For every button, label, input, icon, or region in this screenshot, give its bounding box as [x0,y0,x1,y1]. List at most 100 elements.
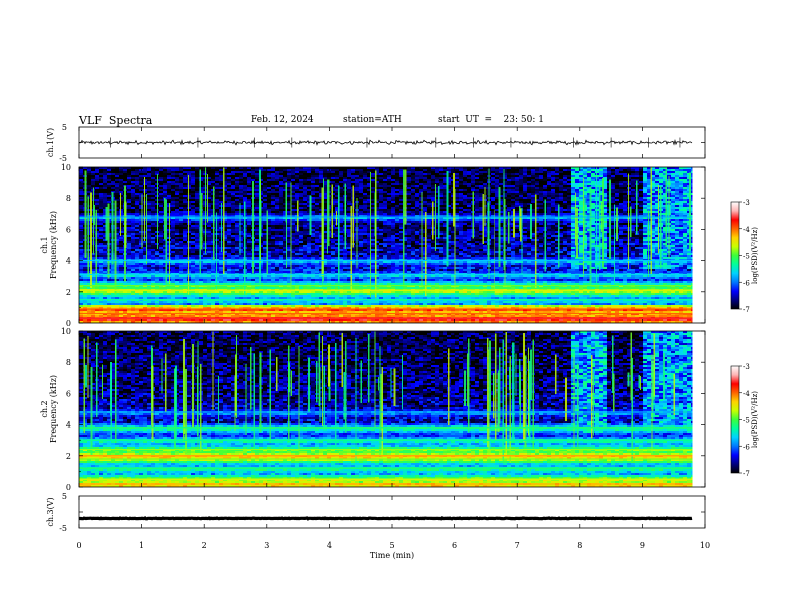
heatmap-cell [147,301,151,303]
heatmap-cell [299,181,303,183]
heatmap-cell [291,169,295,171]
heatmap-cell [143,293,147,295]
heatmap-cell [167,183,171,185]
heatmap-cell [211,175,215,177]
heatmap-cell [135,311,139,313]
heatmap-cell [107,297,111,299]
heatmap-cell [183,213,187,215]
heatmap-cell [319,183,323,185]
heatmap-cell [279,239,283,241]
heatmap-cell [227,177,231,179]
heatmap-cell [311,193,315,195]
heatmap-cell [275,261,279,263]
heatmap-cell [227,181,231,183]
heatmap-cell [171,293,175,295]
heatmap-cell [307,177,311,179]
heatmap-cell [235,257,239,259]
heatmap-cell [247,255,251,257]
heatmap-cell [243,301,247,303]
heatmap-cell [99,311,103,313]
heatmap-cell [91,293,95,295]
heatmap-cell [283,319,287,321]
heatmap-cell [283,301,287,303]
heatmap-cell [295,197,299,199]
heatmap-cell [167,175,171,177]
heatmap-cell [175,255,179,257]
heatmap-cell [155,319,159,321]
heatmap-cell [167,201,171,203]
heatmap-cell [191,211,195,213]
heatmap-cell [183,233,187,235]
heatmap-cell [207,295,211,297]
heatmap-cell [151,245,155,247]
heatmap-cell [119,265,123,267]
heatmap-cell [147,257,151,259]
heatmap-cell [307,269,311,271]
heatmap-cell [231,281,235,283]
heatmap-cell [103,301,107,303]
heatmap-cell [163,303,167,305]
heatmap-cell [99,305,103,307]
heatmap-cell [183,229,187,231]
heatmap-cell [191,315,195,317]
heatmap-cell [119,253,123,255]
heatmap-cell [191,319,195,321]
heatmap-cell [151,297,155,299]
heatmap-cell [183,311,187,313]
heatmap-cell [99,179,103,181]
heatmap-cell [179,209,183,211]
heatmap-cell [315,193,319,195]
heatmap-cell [303,231,307,233]
heatmap-cell [211,193,215,195]
heatmap-cell [175,265,179,267]
heatmap-cell [99,257,103,259]
heatmap-cell [147,195,151,197]
heatmap-cell [271,195,275,197]
heatmap-cell [243,177,247,179]
heatmap-cell [307,301,311,303]
heatmap-cell [155,279,159,281]
heatmap-cell [295,269,299,271]
heatmap-cell [191,269,195,271]
heatmap-cell [175,287,179,289]
heatmap-cell [251,179,255,181]
heatmap-cell [191,291,195,293]
heatmap-cell [111,295,115,297]
heatmap-cell [175,235,179,237]
heatmap-cell [223,279,227,281]
heatmap-cell [159,251,163,253]
heatmap-cell [303,197,307,199]
heatmap-cell [171,245,175,247]
heatmap-cell [303,173,307,175]
heatmap-cell [267,303,271,305]
heatmap-cell [251,315,255,317]
heatmap-cell [119,219,123,221]
heatmap-cell [111,279,115,281]
heatmap-cell [299,243,303,245]
heatmap-cell [287,199,291,201]
heatmap-cell [151,281,155,283]
heatmap-cell [263,171,267,173]
heatmap-cell [231,301,235,303]
heatmap-cell [283,169,287,171]
heatmap-cell [103,297,107,299]
heatmap-cell [323,297,327,299]
heatmap-cell [331,239,335,241]
heatmap-cell [279,231,283,233]
heatmap-cell [135,267,139,269]
heatmap-cell [287,249,291,251]
heatmap-cell [287,227,291,229]
heatmap-cell [135,185,139,187]
heatmap-cell [291,291,295,293]
heatmap-cell [131,253,135,255]
heatmap-cell [183,173,187,175]
heatmap-cell [315,305,319,307]
heatmap-cell [259,291,263,293]
heatmap-cell [179,315,183,317]
heatmap-cell [155,305,159,307]
heatmap-cell [315,213,319,215]
heatmap-cell [191,297,195,299]
heatmap-cell [239,263,243,265]
heatmap-cell [275,183,279,185]
heatmap-cell [215,229,219,231]
